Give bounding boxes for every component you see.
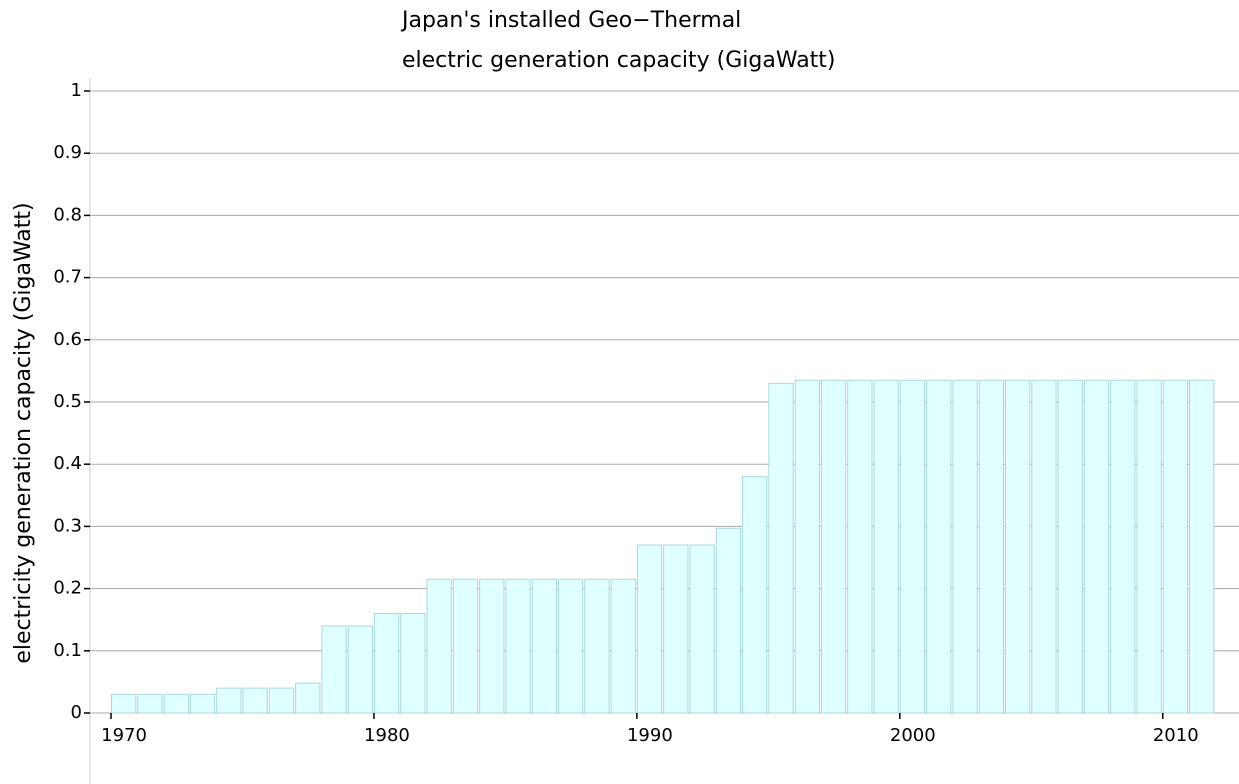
bar — [452, 578, 479, 714]
bar — [295, 682, 321, 714]
y-tick-label: 0.9 — [53, 142, 82, 163]
y-tick-label: 0.7 — [53, 267, 82, 288]
bar — [978, 379, 1004, 714]
bar — [610, 578, 636, 714]
bar — [400, 612, 426, 714]
bar — [505, 578, 531, 714]
y-tick-label: 0.2 — [53, 578, 82, 599]
y-tick-label: 0.4 — [53, 453, 82, 474]
bar — [242, 687, 268, 714]
bar — [558, 578, 584, 714]
bar — [899, 379, 926, 714]
bar — [1189, 379, 1215, 714]
y-tick-label: 0.5 — [53, 391, 82, 412]
bar — [216, 687, 242, 714]
bar — [163, 693, 189, 714]
bar — [873, 379, 899, 714]
bar — [1057, 379, 1083, 714]
y-axis-label: electricity generation capacity (GigaWat… — [11, 202, 36, 663]
bar — [742, 476, 768, 714]
bar — [1031, 379, 1057, 714]
bar — [321, 625, 347, 714]
y-tick-label: 0 — [71, 702, 82, 723]
x-tick-label: 1980 — [364, 725, 410, 746]
bar — [426, 578, 452, 714]
chart-title: Japan's installed Geo−Thermal — [400, 8, 741, 33]
y-tick-label: 0.6 — [53, 329, 82, 350]
y-tick-label: 0.1 — [53, 640, 82, 661]
x-tick-label: 1990 — [627, 725, 673, 746]
bar — [1004, 379, 1031, 714]
bar — [1162, 379, 1189, 714]
bar — [373, 612, 400, 714]
y-tick-label: 1 — [71, 80, 82, 101]
bar — [137, 693, 163, 714]
bar — [531, 578, 558, 714]
y-tick-label: 0.8 — [53, 204, 82, 225]
bar — [663, 544, 689, 714]
bar — [636, 544, 663, 714]
bar — [794, 379, 820, 714]
chart-title: electric generation capacity (GigaWatt) — [402, 48, 836, 73]
y-tick-label: 0.3 — [53, 515, 82, 536]
bar — [715, 527, 742, 714]
bar — [111, 693, 137, 714]
bar — [584, 578, 610, 714]
x-tick-label: 2000 — [890, 725, 936, 746]
bar — [347, 625, 373, 714]
bar — [926, 379, 952, 714]
bar — [268, 687, 295, 714]
bar — [689, 544, 715, 714]
bar — [1110, 379, 1136, 714]
bar — [768, 382, 794, 714]
bar — [189, 693, 216, 714]
bar — [847, 379, 873, 714]
bar — [952, 379, 978, 714]
x-tick-label: 2010 — [1153, 725, 1199, 746]
bar — [1136, 379, 1162, 714]
bar — [820, 379, 847, 714]
bar — [479, 578, 505, 714]
bar — [1083, 379, 1110, 714]
x-tick-label: 1970 — [101, 725, 147, 746]
